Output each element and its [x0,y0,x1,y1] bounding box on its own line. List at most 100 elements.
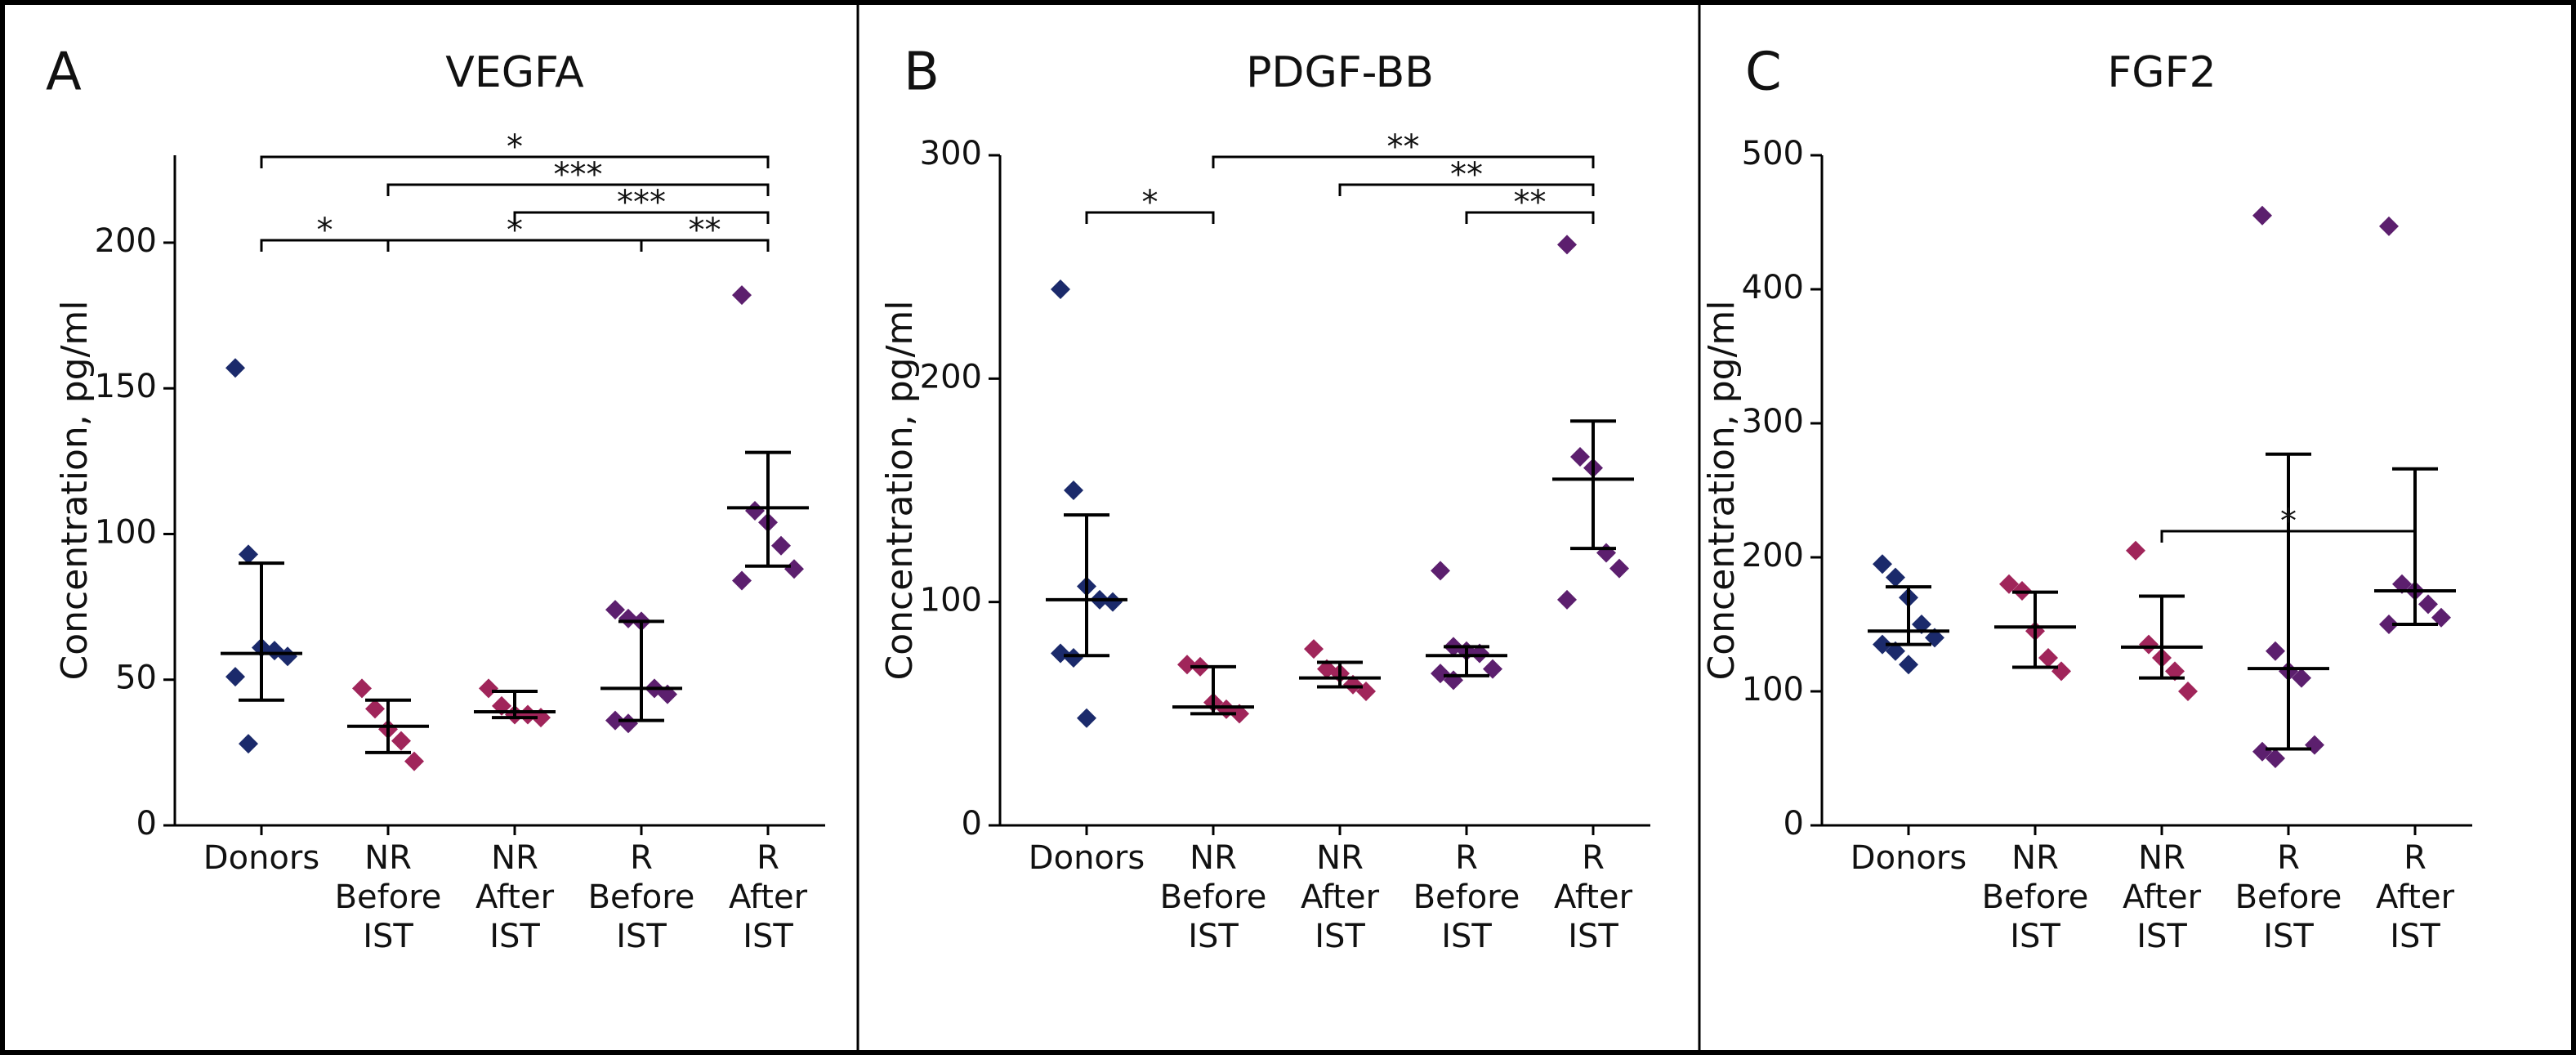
x-tick-label: R [2277,839,2300,877]
data-point [1177,655,1197,675]
x-tick-label: Before [2235,878,2342,916]
data-point [1103,592,1123,612]
x-tick-label: Donors [1851,839,1967,877]
data-point [365,699,385,719]
chart-title: FGF2 [2107,48,2216,97]
x-tick-label: After [1301,878,1380,916]
data-point [2252,205,2272,226]
data-point [2266,641,2285,661]
data-point [2038,648,2058,668]
x-tick-label: After [2123,878,2202,916]
y-tick-label: 0 [136,805,157,843]
x-tick-label: IST [2010,918,2060,955]
data-point [745,500,765,521]
x-tick-label: After [475,878,555,916]
x-tick-label: IST [1188,918,1239,955]
y-tick-label: 300 [1742,403,1804,440]
significance-label: * [2280,503,2297,540]
data-point [2379,615,2399,634]
significance-label: * [317,212,333,249]
data-point [1051,279,1070,299]
data-point [2266,749,2285,768]
x-tick-label: NR [2138,839,2185,877]
panel-letter: A [46,42,82,103]
y-tick-label: 100 [1742,671,1804,709]
significance-label: ** [1450,156,1483,194]
panel-letter: B [904,42,940,103]
x-tick-label: IST [1315,918,1365,955]
x-tick-label: R [757,839,779,877]
data-point [1873,634,1892,655]
y-tick-label: 300 [920,135,982,172]
data-point [1886,641,1905,661]
significance-bracket [386,183,770,196]
significance-label: * [1142,184,1159,221]
data-point [771,535,791,556]
y-tick-label: 200 [1742,537,1804,574]
x-tick-label: IST [2390,918,2440,955]
significance-bracket [260,155,770,168]
x-tick-label: R [1455,839,1478,877]
x-tick-label: Before [588,878,695,916]
y-axis-label: Concentration, pg/ml [54,300,96,680]
significance-bracket [513,211,770,224]
data-point [479,678,498,699]
y-tick-label: 0 [962,805,982,843]
x-tick-label: After [729,878,808,916]
x-tick-label: After [2376,878,2455,916]
data-point [404,751,424,771]
data-point [2292,668,2311,688]
data-point [1304,639,1324,659]
x-tick-label: IST [2136,918,2187,955]
data-point [1064,481,1083,500]
y-axis-label: Concentration, pg/ml [1701,300,1743,680]
data-point [1077,708,1096,728]
x-tick-label: Before [1982,878,2089,916]
data-point [2252,741,2272,762]
data-point [605,600,625,620]
data-point [1064,648,1083,668]
significance-label: ** [689,212,721,249]
data-point [1925,628,1944,648]
x-tick-label: IST [489,918,540,955]
y-tick-label: 200 [920,358,982,396]
data-point [605,710,625,731]
x-tick-label: Donors [203,839,319,877]
x-tick-label: R [1582,839,1605,877]
chart-title: PDGF-BB [1246,48,1434,97]
data-point [1230,704,1249,724]
x-tick-label: IST [1568,918,1618,955]
x-tick-label: R [2404,839,2426,877]
data-point [225,667,245,687]
data-point [2431,607,2451,628]
data-point [1596,543,1616,563]
x-tick-label: IST [743,918,793,955]
y-axis-label: Concentration, pg/ml [879,300,921,680]
data-point [732,285,752,306]
data-point [518,704,538,725]
significance-bracket [1212,155,1595,168]
data-point [2305,735,2324,755]
significance-label: *** [617,184,666,221]
y-tick-label: 50 [115,659,157,697]
data-point [1999,574,2019,594]
data-point [278,646,297,667]
significance-label: *** [554,156,603,194]
x-tick-label: NR [491,839,538,877]
data-point [2392,574,2412,594]
y-tick-label: 100 [920,582,982,619]
data-point [2139,634,2159,655]
data-point [2379,216,2399,236]
data-point [1343,674,1363,695]
y-tick-label: 400 [1742,269,1804,306]
panel-letter: C [1745,42,1782,103]
x-tick-label: Donors [1029,839,1145,877]
data-point [1609,558,1629,579]
x-tick-label: IST [1441,918,1492,955]
chart-title: VEGFA [445,48,584,97]
data-point [225,358,245,378]
x-tick-label: IST [2263,918,2314,955]
significance-bracket [386,239,643,252]
